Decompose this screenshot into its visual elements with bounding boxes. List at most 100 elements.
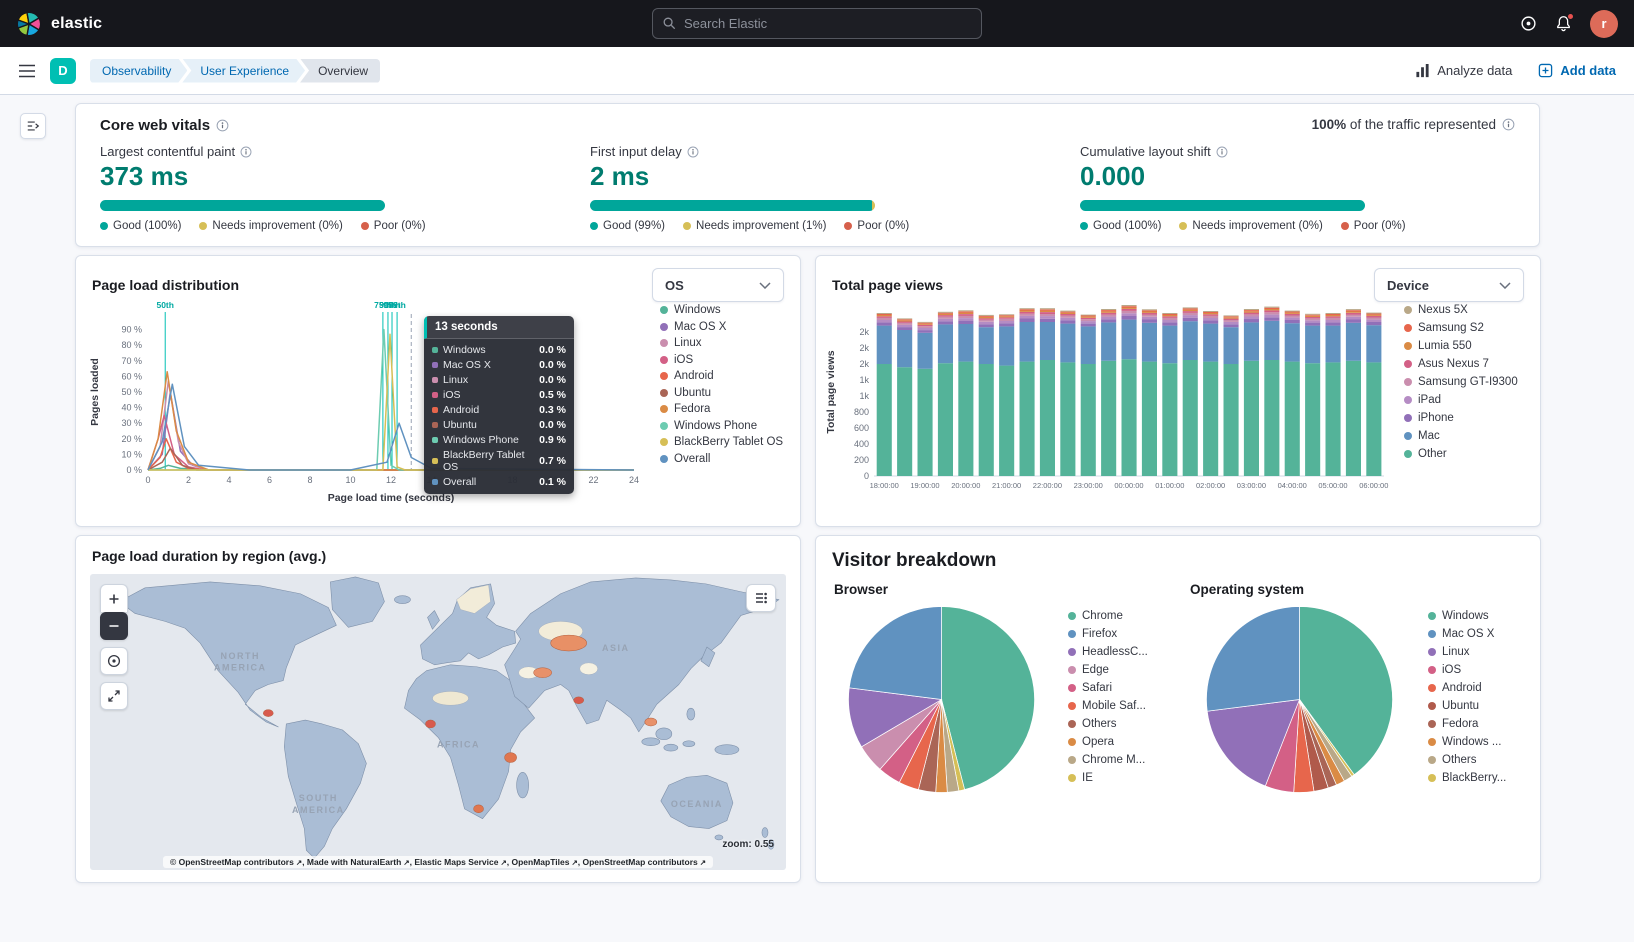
bar-stack-05:30 (1345, 309, 1361, 476)
breadcrumb-user-experience[interactable]: User Experience (182, 59, 305, 83)
svg-text:2k: 2k (859, 359, 869, 369)
legend-item-windows[interactable]: Windows ... (1428, 736, 1506, 748)
pie-slice-chrome[interactable] (941, 606, 1035, 791)
world-map[interactable]: NORTH AMERICA ASIA AFRICA SOUTH AMERICA OCEANI… (90, 574, 786, 870)
info-icon[interactable] (1216, 146, 1228, 158)
legend-item-ipad[interactable]: iPad (1404, 394, 1518, 406)
info-icon[interactable] (240, 146, 252, 158)
bar-stack-22:00 (1039, 308, 1055, 476)
legend-item-samsung-s2[interactable]: Samsung S2 (1404, 322, 1518, 334)
analyze-data-button[interactable]: Analyze data (1415, 63, 1512, 78)
tooltip-row-overall: Overall 0.1 % (424, 474, 574, 489)
legend-item-other[interactable]: Other (1404, 448, 1518, 460)
attribution-link[interactable]: Made with NaturalEarth (306, 857, 402, 867)
legend-item-others[interactable]: Others (1428, 754, 1506, 766)
attribution-link[interactable]: OpenStreetMap contributors (582, 857, 698, 867)
legend-dot (1404, 324, 1412, 332)
legend-item-windows[interactable]: Windows (660, 304, 783, 316)
map-zoom-out-button[interactable] (100, 612, 128, 640)
legend-item-samsung-gt-i9300[interactable]: Samsung GT-I9300 (1404, 376, 1518, 388)
legend-dot (1404, 378, 1412, 386)
legend-item-android[interactable]: Android (1428, 682, 1506, 694)
map-zoom-in-button[interactable] (100, 584, 128, 612)
core-web-vitals-title: Core web vitals (100, 117, 211, 134)
breadcrumb-observability[interactable]: Observability (90, 59, 187, 83)
info-icon[interactable] (687, 146, 699, 158)
bar-stack-21:30 (1019, 308, 1035, 476)
info-icon[interactable] (1502, 118, 1515, 131)
world-map-canvas[interactable]: NORTH AMERICA ASIA AFRICA SOUTH AMERICA OCEANI… (90, 574, 786, 870)
notifications-bell-icon[interactable] (1555, 13, 1574, 32)
legend-item-headlessc[interactable]: HeadlessC... (1068, 646, 1148, 658)
legend-item-mac[interactable]: Mac (1404, 430, 1518, 442)
tooltip-row-ubuntu: Ubuntu 0.0 % (424, 417, 574, 432)
legend-item-blackberry-tablet-os[interactable]: BlackBerry Tablet OS (660, 436, 783, 448)
collapse-rail-button[interactable] (20, 113, 46, 139)
avatar[interactable]: r (1590, 9, 1618, 38)
legend-item-lumia-550[interactable]: Lumia 550 (1404, 340, 1518, 352)
attribution-link[interactable]: Elastic Maps Service (414, 857, 499, 867)
search-icon (663, 17, 676, 30)
svg-text:0: 0 (864, 471, 869, 481)
device-breakdown-select[interactable]: Device (1374, 268, 1524, 302)
search-input[interactable] (684, 16, 971, 31)
svg-text:18:00:00: 18:00:00 (870, 481, 899, 490)
legend-item-windows-phone[interactable]: Windows Phone (660, 420, 783, 432)
nav-bar: D Observability User Experience Overview… (0, 47, 1634, 95)
legend-item-fedora[interactable]: Fedora (1428, 718, 1506, 730)
legend-item-ios[interactable]: iOS (660, 354, 783, 366)
legend-item-chrome[interactable]: Chrome (1068, 610, 1148, 622)
legend-item-firefox[interactable]: Firefox (1068, 628, 1148, 640)
tooltip-row-android: Android 0.3 % (424, 402, 574, 417)
legend-item-nexus-5x[interactable]: Nexus 5X (1404, 304, 1518, 316)
map-region-label: AMERICA (214, 663, 267, 673)
legend-item-others[interactable]: Others (1068, 718, 1148, 730)
legend-item-overall[interactable]: Overall (660, 453, 783, 465)
total-page-views-chart[interactable]: 0 200 400 600 800 1k 1k 2k 2k 2k 18:00:00 19:00:00 2… (838, 296, 1390, 506)
legend-item-safari[interactable]: Safari (1068, 682, 1148, 694)
attribution-link[interactable]: OpenMapTiles (511, 857, 570, 867)
legend-label: Mac OS X (1442, 628, 1495, 640)
svg-text:1k: 1k (859, 391, 869, 401)
elastic-brand[interactable]: elastic (16, 11, 102, 37)
legend-item-linux[interactable]: Linux (660, 337, 783, 349)
svg-text:2k: 2k (859, 327, 869, 337)
legend-item-ie[interactable]: IE (1068, 772, 1148, 784)
legend-item-mobile-saf[interactable]: Mobile Saf... (1068, 700, 1148, 712)
browser-pie-chart[interactable] (844, 602, 1039, 797)
map-layers-button[interactable] (746, 584, 776, 612)
legend-item-android[interactable]: Android (660, 370, 783, 382)
global-search[interactable] (652, 8, 982, 39)
legend-item-iphone[interactable]: iPhone (1404, 412, 1518, 424)
legend-item-windows[interactable]: Windows (1428, 610, 1506, 622)
legend-item-edge[interactable]: Edge (1068, 664, 1148, 676)
help-icon[interactable] (1520, 15, 1537, 32)
map-reset-view-button[interactable] (100, 647, 128, 675)
attribution-link[interactable]: © OpenStreetMap contributors (169, 857, 294, 867)
legend-item-chrome-m[interactable]: Chrome M... (1068, 754, 1148, 766)
os-breakdown-select[interactable]: OS (652, 268, 784, 302)
pie-slice-firefox[interactable] (848, 606, 942, 700)
pie-slice-mac-os-x[interactable] (1206, 606, 1300, 712)
legend-item-mac-os-x[interactable]: Mac OS X (1428, 628, 1506, 640)
add-data-button[interactable]: Add data (1538, 63, 1616, 78)
pie-slice-linux[interactable] (1206, 699, 1301, 787)
legend-item-opera[interactable]: Opera (1068, 736, 1148, 748)
legend-item-linux[interactable]: Linux (1428, 646, 1506, 658)
legend-item-ubuntu[interactable]: Ubuntu (1428, 700, 1506, 712)
legend-item-mac-os-x[interactable]: Mac OS X (660, 321, 783, 333)
pie-slice-windows[interactable] (1299, 606, 1393, 776)
svg-text:22:00:00: 22:00:00 (1033, 481, 1062, 490)
svg-text:21:00:00: 21:00:00 (992, 481, 1021, 490)
legend-item-blackberry[interactable]: BlackBerry... (1428, 772, 1506, 784)
legend-item-asus-nexus-7[interactable]: Asus Nexus 7 (1404, 358, 1518, 370)
legend-item-ubuntu[interactable]: Ubuntu (660, 387, 783, 399)
chevron-down-icon (759, 281, 771, 289)
map-fullscreen-button[interactable] (100, 682, 128, 710)
os-pie-chart[interactable] (1202, 602, 1397, 797)
space-badge[interactable]: D (50, 57, 76, 84)
legend-item-ios[interactable]: iOS (1428, 664, 1506, 676)
legend-item-fedora[interactable]: Fedora (660, 403, 783, 415)
info-icon[interactable] (216, 119, 229, 132)
hamburger-menu-icon[interactable] (18, 64, 36, 78)
